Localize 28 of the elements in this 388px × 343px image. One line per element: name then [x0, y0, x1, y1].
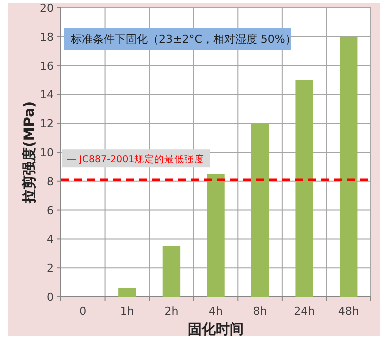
x-tick-label: 2h — [164, 305, 179, 318]
x-tick-label: 0 — [80, 305, 87, 318]
y-tick-label: 10 — [40, 146, 54, 160]
bar — [118, 288, 136, 297]
bar — [162, 246, 181, 297]
x-tick-label: 4h — [209, 305, 224, 318]
bar — [251, 124, 270, 297]
y-tick-label: 20 — [40, 2, 54, 15]
annotation: 标准条件下固化（23±2°C，相对湿度 50%） — [70, 33, 296, 46]
y-tick-label: 16 — [40, 60, 54, 73]
x-tick-label: 1h — [120, 305, 134, 318]
ref-line-label: — JC887-2001规定的最低强度 — [67, 154, 205, 166]
y-tick-label: 6 — [47, 204, 54, 218]
y-axis-title: 拉剪强度(MPa) — [21, 101, 38, 205]
y-tick-label: 2 — [47, 262, 54, 276]
y-tick-label: 0 — [47, 291, 54, 304]
bar — [340, 36, 358, 297]
x-axis-title: 固化时间 — [188, 322, 244, 338]
y-tick-label: 14 — [40, 88, 54, 102]
y-tick-label: 4 — [47, 233, 54, 246]
x-tick-label: 48h — [338, 305, 360, 318]
y-tick-label: 8 — [47, 175, 54, 188]
y-tick-label: 18 — [40, 30, 54, 44]
x-tick-label: 24h — [294, 305, 316, 318]
y-tick-label: 12 — [40, 118, 54, 131]
x-tick-label: 8h — [253, 305, 268, 318]
bar — [207, 174, 225, 297]
bar — [296, 80, 314, 297]
